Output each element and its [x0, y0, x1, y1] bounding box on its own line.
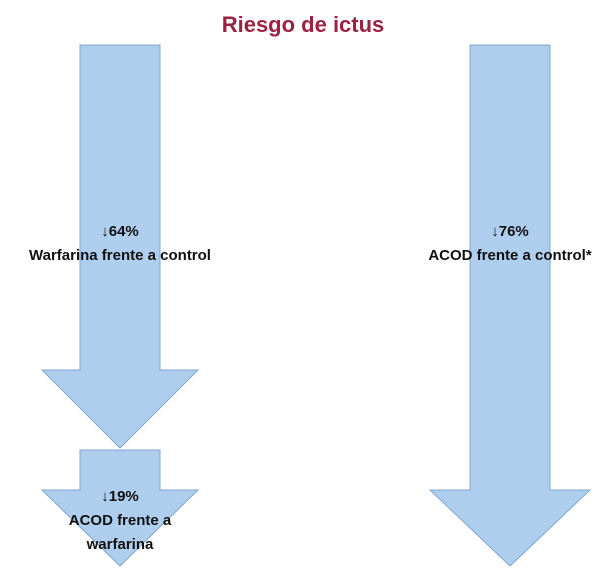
arrow-label: warfarina [86, 536, 154, 553]
change-label: ↓64% [101, 223, 139, 240]
title: Riesgo de ictus [222, 12, 385, 37]
change-label: ↓19% [101, 488, 139, 505]
arrow-label: ACOD frente a [69, 512, 172, 529]
arrow [40, 44, 200, 449]
change-label: ↓76% [491, 223, 529, 240]
arrow [40, 449, 200, 567]
arrow [428, 44, 592, 567]
arrow-label: Warfarina frente a control [29, 247, 211, 264]
arrow-label: ACOD frente a control* [428, 247, 592, 264]
